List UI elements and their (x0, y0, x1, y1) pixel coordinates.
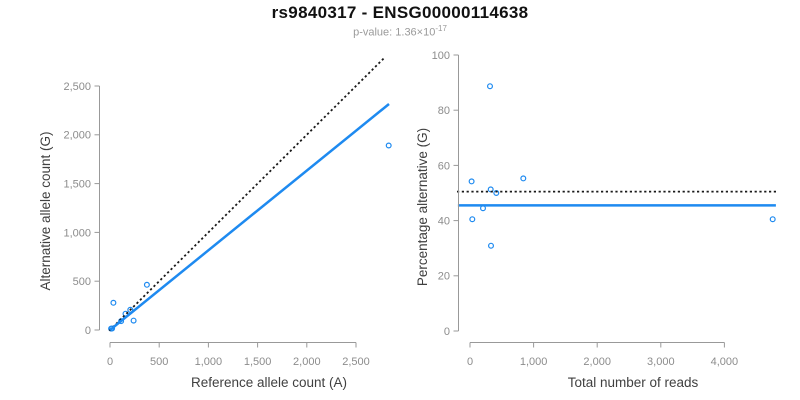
y-tick-label: 60 (438, 160, 450, 172)
x-axis-title: Total number of reads (568, 375, 699, 390)
regression-line (109, 103, 390, 331)
y-tick-label: 0 (85, 325, 91, 337)
y-tick-label: 100 (432, 50, 450, 62)
y-tick-label: 80 (438, 105, 450, 117)
y-tick-label: 1,000 (63, 227, 91, 239)
pvalue-text: p-value: 1.36×10 (353, 26, 436, 39)
x-tick-label: 2,000 (583, 356, 611, 368)
x-axis-title: Reference allele count (A) (191, 375, 347, 390)
identity-line (108, 55, 387, 332)
data-point (385, 142, 392, 149)
figure-title: rs9840317 - ENSG00000114638 (271, 3, 529, 22)
x-tick-label: 1,000 (520, 356, 548, 368)
data-point (520, 175, 527, 182)
x-tick-label: 3,000 (647, 356, 675, 368)
pvalue-exponent: -17 (435, 24, 447, 33)
x-tick-label: 0 (467, 356, 473, 368)
left-plot-allele-counts: 0 500 1,000 1,500 2,000 2,500 0 500 1,000 1,500 2,… (38, 55, 392, 390)
data-point (143, 281, 150, 288)
data-point (118, 318, 125, 325)
y-tick-label: 1,500 (63, 178, 91, 190)
data-point (130, 317, 137, 324)
data-point (488, 242, 495, 249)
y-tick-label: 2,000 (63, 130, 91, 142)
right-plot-percentage: 0 20 40 60 80 100 0 1,000 2,000 3,000 4,000 Total n… (415, 50, 777, 390)
x-tick-label: 1,000 (195, 356, 223, 368)
y-tick-label: 20 (438, 271, 450, 283)
y-axis-title: Alternative allele count (G) (38, 131, 53, 290)
y-tick-label: 40 (438, 215, 450, 227)
x-tick-label: 2,500 (342, 356, 370, 368)
y-axis-title: Percentage alternative (G) (415, 128, 430, 286)
data-point (469, 216, 476, 223)
x-tick-label: 1,500 (244, 356, 272, 368)
data-point (493, 190, 500, 197)
data-point (110, 299, 117, 306)
figure-subtitle: p-value: 1.36×10-17 (0, 24, 800, 39)
y-tick-label: 0 (444, 326, 450, 338)
data-point (769, 216, 776, 223)
data-point (109, 325, 116, 332)
x-tick-label: 2,000 (293, 356, 321, 368)
x-tick-label: 4,000 (711, 356, 739, 368)
y-tick-label: 2,500 (63, 81, 91, 93)
y-tick-label: 500 (73, 276, 91, 288)
x-tick-label: 0 (107, 356, 113, 368)
data-point (487, 83, 494, 90)
x-tick-label: 500 (150, 356, 168, 368)
data-point (468, 178, 475, 185)
